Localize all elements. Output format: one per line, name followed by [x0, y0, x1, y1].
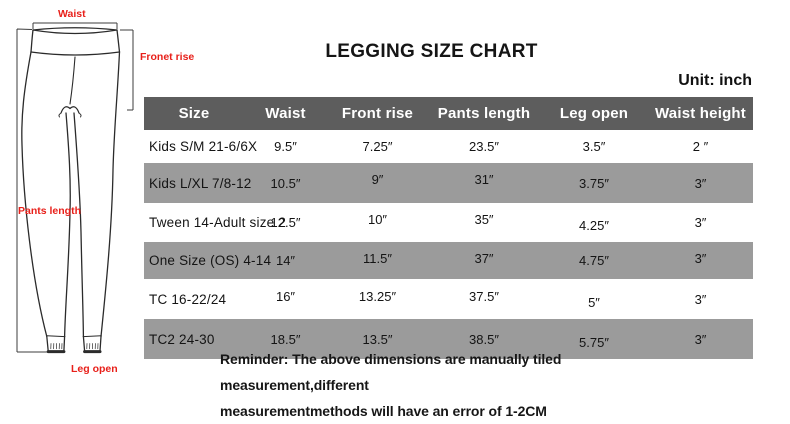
cell-waist: 10.5″ — [270, 175, 301, 191]
cell-waist-height: 3″ — [694, 251, 707, 266]
col-header-size: Size — [144, 97, 244, 130]
cell-front-rise: 7.25″ — [362, 139, 393, 154]
col-header-pants-length: Pants length — [428, 97, 540, 130]
cell-waist: 16″ — [275, 288, 296, 304]
pants-length-label: Pants length — [18, 205, 82, 217]
leggings-outline — [21, 27, 121, 354]
cell-leg-open: 5″ — [588, 295, 600, 310]
cell-waist: 14″ — [275, 253, 296, 268]
page-title: LEGGING SIZE CHART — [325, 41, 538, 62]
table-row: TC 16-22/24 16″ 13.25″ 37.5″ 5″ 3″ — [144, 279, 753, 319]
cell-waist-height: 3″ — [694, 175, 707, 191]
cell-pants-length: 31″ — [474, 172, 494, 187]
reminder-line-1: Reminder: The above dimensions are manua… — [220, 351, 562, 393]
cell-waist-height: 2 ″ — [692, 139, 709, 154]
size-chart-panel: LEGGING SIZE CHART Unit: inch Size Waist… — [144, 0, 753, 419]
col-header-waist: Waist — [244, 97, 327, 130]
reminder-text: Reminder: The above dimensions are manua… — [220, 346, 700, 424]
leggings-drawing — [16, 22, 134, 354]
cell-front-rise: 13.5″ — [362, 331, 393, 347]
col-header-front-rise: Front rise — [327, 97, 428, 130]
cell-pants-length: 38.5″ — [469, 331, 499, 347]
cell-size: TC 16-22/24 — [149, 291, 227, 307]
front-rise-measure-line — [120, 29, 134, 111]
front-rise-label: Fronet rise — [140, 51, 195, 63]
cell-waist-height: 3″ — [694, 215, 707, 230]
leg-open-label: Leg open — [71, 363, 118, 375]
cell-size: One Size (OS) 4-14 — [149, 253, 272, 268]
cell-front-rise: 13.25″ — [358, 288, 397, 304]
cell-waist: 12.5″ — [270, 215, 301, 230]
cell-pants-length: 23.5″ — [469, 139, 499, 154]
unit-label: Unit: inch — [678, 72, 752, 89]
waist-label: Waist — [58, 8, 86, 20]
waist-measure-line — [32, 22, 118, 29]
table-row: Kids L/XL 7/8-12 10.5″ 9″ 31″ 3.75″ 3″ — [144, 163, 753, 203]
cell-waist: 9.5″ — [274, 139, 297, 154]
cell-leg-open: 4.25″ — [579, 218, 609, 233]
cell-front-rise: 10″ — [367, 212, 388, 227]
cell-waist-height: 3″ — [694, 291, 707, 307]
reminder-line-2: measurementmethods will have an error of… — [220, 403, 547, 419]
cell-leg-open: 5.75″ — [579, 335, 609, 350]
cell-front-rise: 11.5″ — [363, 251, 392, 266]
cell-pants-length: 37″ — [474, 251, 494, 266]
table-header-row: Size Waist Front rise Pants length Leg o… — [144, 97, 753, 130]
cell-leg-open: 3.75″ — [579, 175, 609, 191]
cell-waist: 18.5″ — [270, 331, 301, 347]
cell-size: Kids L/XL 7/8-12 — [149, 175, 252, 191]
size-table: Size Waist Front rise Pants length Leg o… — [144, 97, 753, 359]
cell-pants-length: 37.5″ — [469, 288, 499, 304]
pants-length-measure-line — [16, 28, 47, 353]
col-header-leg-open: Leg open — [540, 97, 648, 130]
cell-size: TC2 24-30 — [149, 331, 215, 347]
table-row: Kids S/M 21-6/6X 9.5″ 7.25″ 23.5″ 3.5″ 2… — [144, 130, 753, 163]
cell-size: Tween 14-Adult size 2 — [149, 215, 287, 230]
cell-size: Kids S/M 21-6/6X — [149, 139, 258, 154]
cell-pants-length: 35″ — [474, 212, 494, 227]
cell-leg-open: 4.75″ — [579, 253, 609, 268]
col-header-waist-height: Waist height — [648, 97, 753, 130]
table-row: Tween 14-Adult size 2 12.5″ 10″ 35″ 4.25… — [144, 203, 753, 242]
leggings-diagram: Waist Fronet rise Pants length Leg open — [0, 0, 200, 412]
cell-front-rise: 9″ — [371, 172, 384, 187]
cell-leg-open: 3.5″ — [582, 139, 606, 154]
table-row: TC2 24-30 18.5″ 13.5″ 38.5″ 5.75″ 3″ — [144, 319, 753, 359]
cell-waist-height: 3″ — [694, 331, 707, 347]
table-row: One Size (OS) 4-14 14″ 11.5″ 37″ 4.75″ 3… — [144, 242, 753, 279]
